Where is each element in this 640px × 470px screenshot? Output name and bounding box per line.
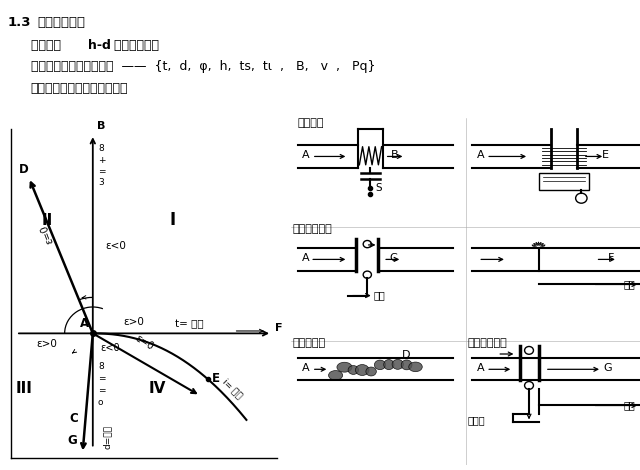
Text: D: D bbox=[19, 163, 28, 176]
Text: =: = bbox=[98, 386, 106, 395]
Text: C: C bbox=[390, 253, 397, 263]
Text: IV: IV bbox=[149, 381, 166, 396]
Text: ε<0: ε<0 bbox=[100, 344, 120, 353]
Text: +: + bbox=[98, 156, 106, 165]
Text: ε<0: ε<0 bbox=[106, 242, 127, 251]
Text: ε=0: ε=0 bbox=[134, 333, 156, 352]
Text: ε=0: ε=0 bbox=[38, 223, 55, 245]
Ellipse shape bbox=[328, 370, 342, 380]
Text: =: = bbox=[98, 167, 106, 176]
Text: ε>0: ε>0 bbox=[36, 338, 58, 349]
Text: F: F bbox=[275, 323, 282, 333]
Text: 电加热器: 电加热器 bbox=[298, 118, 324, 128]
Text: S: S bbox=[375, 183, 382, 193]
Text: 图可以表示：: 图可以表示： bbox=[110, 39, 159, 52]
Text: III: III bbox=[16, 381, 33, 396]
Text: 冷媒: 冷媒 bbox=[623, 400, 636, 410]
Ellipse shape bbox=[374, 360, 386, 369]
Text: o: o bbox=[98, 399, 104, 407]
Text: 空气的状态和各状态参数  ——  {t,  d,  φ,  h,  ts,  tι  ,   B,   v  ,   Pq}: 空气的状态和各状态参数 —— {t, d, φ, h, ts, tι , B, … bbox=[31, 60, 375, 73]
Ellipse shape bbox=[348, 366, 358, 375]
Bar bbox=[538, 173, 589, 190]
Ellipse shape bbox=[355, 365, 369, 376]
Text: 3: 3 bbox=[98, 178, 104, 187]
Text: E: E bbox=[602, 150, 609, 160]
Ellipse shape bbox=[409, 362, 422, 372]
Ellipse shape bbox=[337, 362, 352, 372]
Text: G: G bbox=[67, 434, 77, 446]
Ellipse shape bbox=[392, 360, 403, 369]
Text: A: A bbox=[477, 150, 484, 160]
Text: A: A bbox=[477, 363, 484, 373]
Text: G: G bbox=[604, 363, 612, 373]
Text: 表面式冷却器: 表面式冷却器 bbox=[292, 224, 333, 234]
Text: A: A bbox=[80, 317, 89, 330]
Text: t= 常数: t= 常数 bbox=[175, 320, 204, 329]
Ellipse shape bbox=[384, 360, 394, 370]
Text: i= 常数: i= 常数 bbox=[221, 377, 244, 400]
Text: h-d: h-d bbox=[88, 39, 111, 52]
Text: D: D bbox=[402, 350, 411, 360]
Text: F: F bbox=[608, 253, 614, 263]
Text: ε>0: ε>0 bbox=[124, 317, 145, 327]
Text: 焓湿图的应用: 焓湿图的应用 bbox=[37, 16, 85, 30]
Text: 冷媒: 冷媒 bbox=[374, 290, 385, 300]
Ellipse shape bbox=[401, 360, 412, 370]
Text: 表面式冷却器: 表面式冷却器 bbox=[467, 337, 507, 348]
Text: 固体吸湿剂: 固体吸湿剂 bbox=[292, 337, 326, 348]
Text: 8: 8 bbox=[98, 362, 104, 371]
Text: C: C bbox=[70, 412, 79, 425]
Text: 8: 8 bbox=[98, 144, 104, 153]
Text: =: = bbox=[98, 374, 106, 384]
Text: 1.3: 1.3 bbox=[8, 16, 31, 30]
Text: E: E bbox=[212, 372, 220, 385]
Text: 蒸汽: 蒸汽 bbox=[623, 279, 636, 289]
Text: 湿空气状态的变化过程如下：: 湿空气状态的变化过程如下： bbox=[31, 82, 128, 95]
Text: A: A bbox=[302, 363, 310, 373]
Text: 凝结水: 凝结水 bbox=[467, 415, 485, 425]
Text: d=常数: d=常数 bbox=[103, 424, 112, 448]
Ellipse shape bbox=[366, 367, 376, 376]
Text: B: B bbox=[97, 121, 105, 132]
Text: A: A bbox=[302, 150, 310, 160]
Text: A: A bbox=[302, 253, 310, 263]
Text: 湿空气的: 湿空气的 bbox=[31, 39, 68, 52]
Text: II: II bbox=[42, 213, 53, 228]
Text: B: B bbox=[391, 150, 399, 160]
Text: I: I bbox=[170, 212, 176, 229]
